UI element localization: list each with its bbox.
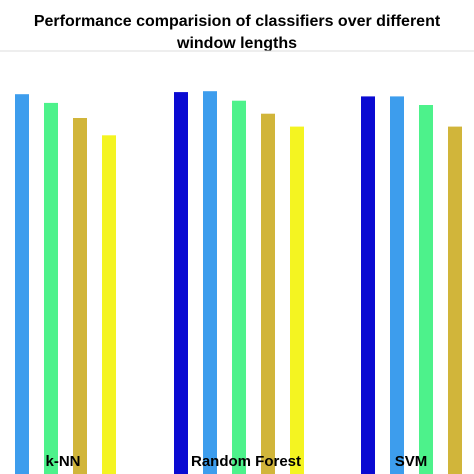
bar-random-forest-series-3 (232, 100, 246, 474)
chart-title-line-2: window lengths (176, 35, 297, 52)
chart-title: Performance comparision of classifiers o… (34, 13, 441, 52)
x-tick-label-svm: SVM (395, 453, 428, 470)
bar-random-forest-series-5 (290, 126, 304, 474)
bar-svm-series-3 (419, 105, 433, 474)
bar-svm-series-2 (390, 96, 404, 474)
bar-k-nn-series-3 (44, 102, 58, 474)
bar-svm-series-1 (361, 96, 375, 474)
x-tick-label-k-nn: k-NN (45, 453, 80, 470)
x-tick-label-random-forest: Random Forest (191, 453, 301, 470)
bar-k-nn-series-2 (15, 94, 29, 474)
bar-k-nn-series-4 (73, 118, 87, 474)
x-tick-labels: k-NN Random Forest SVM (45, 453, 427, 470)
bar-k-nn-series-5 (102, 135, 116, 474)
bar-random-forest-series-1 (174, 92, 188, 474)
bars-group (15, 91, 462, 474)
bar-random-forest-series-2 (203, 91, 217, 474)
bar-svm-series-4 (448, 126, 462, 474)
bar-random-forest-series-4 (261, 113, 275, 474)
chart-title-line-1: Performance comparision of classifiers o… (34, 13, 441, 30)
